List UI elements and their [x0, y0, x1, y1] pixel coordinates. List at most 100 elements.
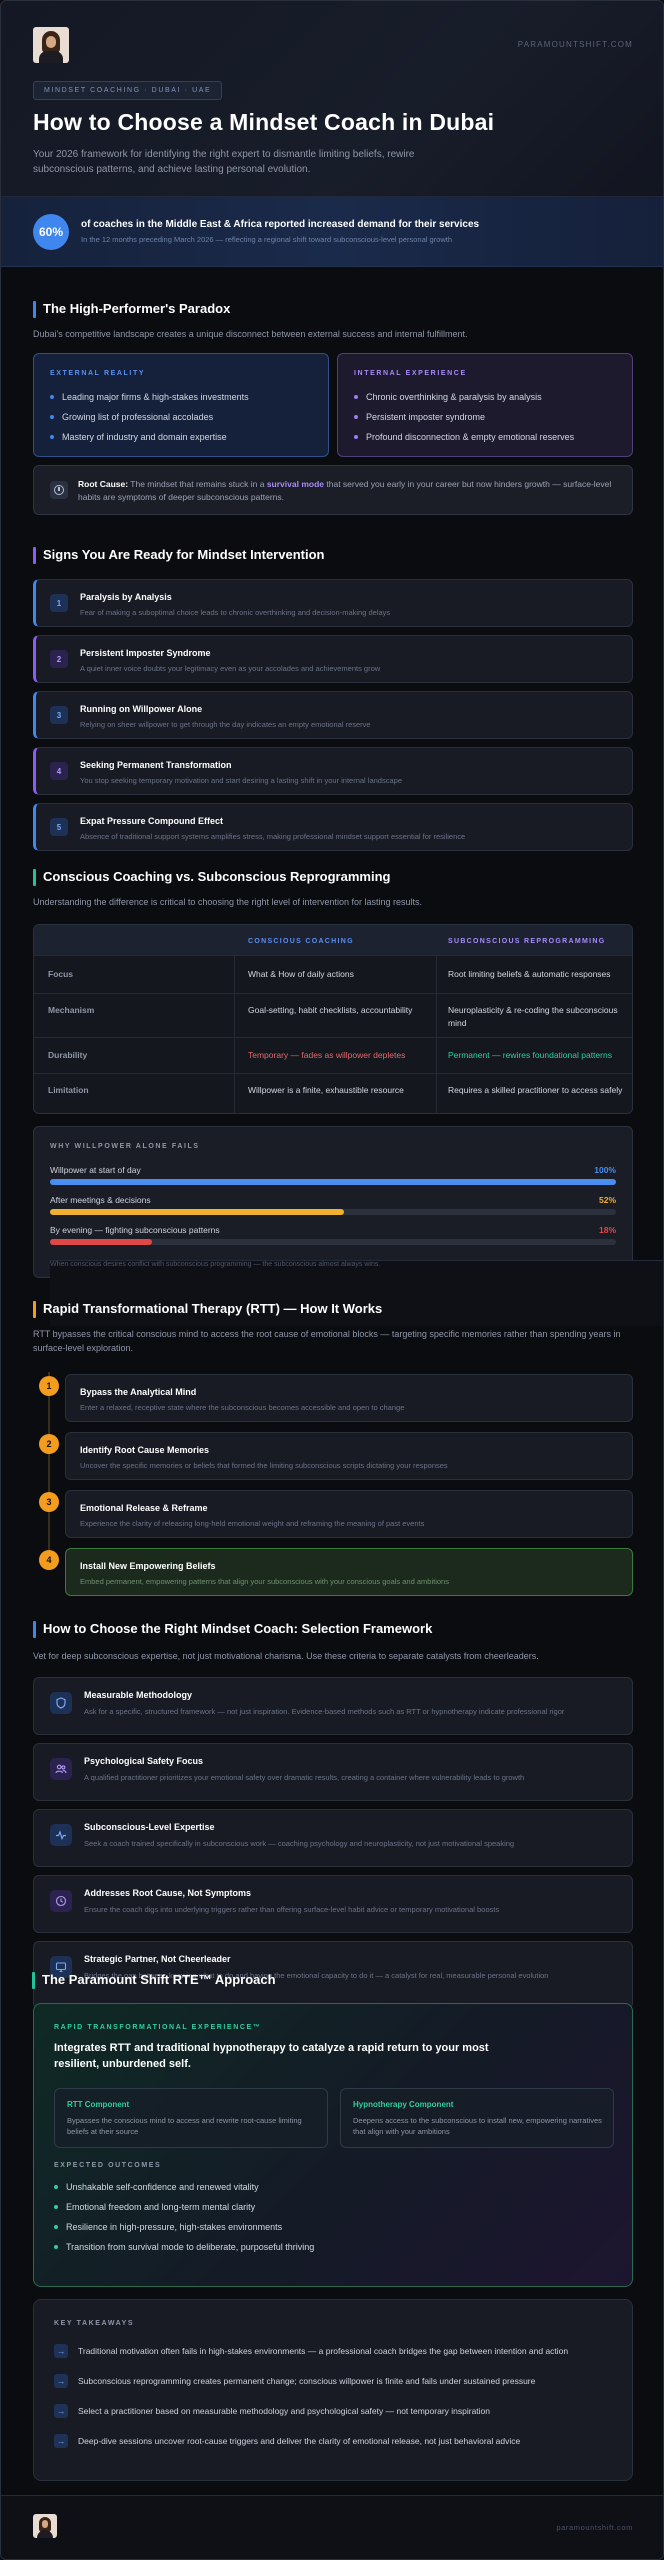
- cell-subconscious: Permanent — rewires foundational pattern…: [448, 1050, 612, 1060]
- sign-desc: Relying on sheer willpower to get throug…: [80, 720, 371, 729]
- table-row: Mechanism Goal-setting, habit checklists…: [34, 993, 632, 1037]
- step-desc: Embed permanent, empowering patterns tha…: [80, 1577, 449, 1586]
- compare-intro: Understanding the difference is critical…: [33, 897, 423, 907]
- criteria-card: Strategic Partner, Not Cheerleader Bridg…: [33, 1941, 633, 2009]
- rtt-step-card: Install New Empowering Beliefs Embed per…: [65, 1548, 633, 1596]
- sign-card: 4 Seeking Permanent Transformation You s…: [33, 747, 633, 795]
- root-cause-post: that served you early in your career but…: [78, 479, 612, 502]
- step-number: 1: [39, 1376, 59, 1396]
- sign-number: 1: [50, 594, 68, 612]
- cell-conscious: What & How of daily actions: [248, 969, 354, 979]
- willpower-footnote: When conscious desires conflict with sub…: [50, 1260, 663, 1326]
- stat-banner: 60% of coaches in the Middle East & Afri…: [1, 197, 663, 267]
- criteria-title: Strategic Partner, Not Cheerleader: [84, 1954, 231, 1964]
- criteria-title: Psychological Safety Focus: [84, 1756, 204, 1766]
- monitor-icon: [50, 1956, 72, 1978]
- shield-icon: [50, 1692, 72, 1714]
- table-row: Limitation Willpower is a finite, exhaus…: [34, 1073, 632, 1113]
- step-desc: Experience the clarity of releasing long…: [80, 1519, 425, 1528]
- willpower-bar-value: 100%: [594, 1165, 616, 1175]
- section-title-rte: The Paramount Shift RTE™ Approach: [32, 1972, 276, 1989]
- rtt-step-card: Identify Root Cause Memories Uncover the…: [65, 1432, 633, 1480]
- section-title-criteria: How to Choose the Right Mindset Coach: S…: [33, 1621, 432, 1638]
- criteria-desc: Seek a coach trained specifically in sub…: [84, 1839, 515, 1848]
- takeaway-text: Select a practitioner based on measurabl…: [78, 2406, 491, 2416]
- sign-number: 3: [50, 706, 68, 724]
- internal-item: Profound disconnection & empty emotional…: [354, 430, 574, 450]
- rtt-component-box: RTT Component Bypasses the conscious min…: [54, 2088, 328, 2148]
- external-item: Mastery of industry and domain expertise: [50, 430, 249, 450]
- coach-avatar: [33, 27, 69, 63]
- footer-site-url[interactable]: paramountshift.com: [556, 2523, 633, 2532]
- criteria-desc: Bridges the gap between knowing what to …: [84, 1971, 549, 1980]
- rtt-step-card: Bypass the Analytical Mind Enter a relax…: [65, 1374, 633, 1422]
- row-label: Durability: [48, 1050, 88, 1060]
- table-header-row: CONSCIOUS COACHING SUBCONSCIOUS REPROGRA…: [34, 925, 632, 955]
- external-label: EXTERNAL REALITY: [50, 370, 146, 377]
- criteria-desc: A qualified practitioner prioritizes you…: [84, 1773, 525, 1782]
- sign-card: 3 Running on Willpower Alone Relying on …: [33, 691, 633, 739]
- criteria-card: Addresses Root Cause, Not Symptoms Ensur…: [33, 1875, 633, 1933]
- section-title-signs: Signs You Are Ready for Mindset Interven…: [33, 547, 324, 564]
- step-desc: Enter a relaxed, receptive state where t…: [80, 1403, 405, 1412]
- footer-avatar: [33, 2514, 57, 2538]
- willpower-bar-label: Willpower at start of day: [50, 1165, 141, 1175]
- paradox-intro: Dubai's competitive landscape creates a …: [33, 329, 468, 339]
- willpower-bar-fill: [50, 1179, 616, 1185]
- willpower-bar-track: [50, 1239, 616, 1245]
- takeaway-text: Traditional motivation often fails in hi…: [78, 2346, 569, 2356]
- sign-card: 5 Expat Pressure Compound Effect Absence…: [33, 803, 633, 851]
- internal-experience-card: INTERNAL EXPERIENCE Chronic overthinking…: [337, 353, 633, 457]
- step-title: Emotional Release & Reframe: [80, 1503, 208, 1513]
- sign-title: Persistent Imposter Syndrome: [80, 648, 211, 658]
- criteria-title: Subconscious-Level Expertise: [84, 1822, 215, 1832]
- sign-card: 1 Paralysis by Analysis Fear of making a…: [33, 579, 633, 627]
- timeline-line: [48, 1372, 50, 1562]
- table-header-cell: SUBCONSCIOUS REPROGRAMMING: [448, 938, 606, 945]
- key-takeaways-card: KEY TAKEAWAYS → Traditional motivation o…: [33, 2299, 633, 2481]
- step-number: 2: [39, 1434, 59, 1454]
- criteria-title: Addresses Root Cause, Not Symptoms: [84, 1888, 252, 1898]
- criteria-desc: Ensure the coach digs into underlying tr…: [84, 1905, 500, 1914]
- row-label: Focus: [48, 969, 74, 979]
- willpower-panel: WHY WILLPOWER ALONE FAILS Willpower at s…: [33, 1126, 663, 1326]
- step-title: Install New Empowering Beliefs: [80, 1561, 216, 1571]
- arrow-right-icon: →: [54, 2434, 68, 2448]
- root-cause-highlight: survival mode: [266, 479, 324, 489]
- internal-item: Chronic overthinking & paralysis by anal…: [354, 390, 574, 410]
- root-cause-label: Root Cause:: [78, 479, 129, 489]
- willpower-bar-track: [50, 1179, 616, 1185]
- sign-number: 4: [50, 762, 68, 780]
- pulse-icon: [50, 1824, 72, 1846]
- criteria-title: Measurable Methodology: [84, 1690, 193, 1700]
- sign-title: Running on Willpower Alone: [80, 704, 203, 714]
- info-icon: [50, 481, 68, 499]
- outcome-item: Unshakable self-confidence and renewed v…: [54, 2180, 314, 2200]
- takeaway-item: → Traditional motivation often fails in …: [54, 2344, 614, 2360]
- root-cause-pre: The mindset that remains stuck in a: [130, 479, 265, 489]
- step-title: Bypass the Analytical Mind: [80, 1387, 197, 1397]
- cell-subconscious: Root limiting beliefs & automatic respon…: [448, 969, 611, 979]
- willpower-bar-fill: [50, 1209, 345, 1215]
- hypnotherapy-component-box: Hypnotherapy Component Deepens access to…: [340, 2088, 614, 2148]
- cell-subconscious: Neuroplasticity & re-coding the subconsc…: [448, 1005, 618, 1028]
- willpower-bar-value: 52%: [598, 1195, 616, 1205]
- section-title-paradox: The High-Performer's Paradox: [33, 301, 230, 318]
- site-url[interactable]: PARAMOUNTSHIFT.COM: [517, 40, 633, 49]
- willpower-bar-label: After meetings & decisions: [50, 1195, 151, 1205]
- footer: paramountshift.com: [1, 2495, 663, 2559]
- row-label: Limitation: [48, 1085, 89, 1095]
- sign-desc: Absence of traditional support systems a…: [80, 832, 466, 841]
- sign-desc: A quiet inner voice doubts your legitima…: [80, 664, 381, 673]
- sign-desc: You stop seeking temporary motivation an…: [80, 776, 402, 785]
- table-row: Focus What & How of daily actions Root l…: [34, 955, 632, 993]
- rte-kicker: RAPID TRANSFORMATIONAL EXPERIENCE™: [54, 2024, 262, 2031]
- hero-header: PARAMOUNTSHIFT.COM MINDSET COACHING · DU…: [1, 1, 663, 197]
- step-title: Identify Root Cause Memories: [80, 1445, 210, 1455]
- root-cause-callout: Root Cause: The mindset that remains stu…: [33, 465, 633, 515]
- takeaway-text: Deep-dive sessions uncover root-cause tr…: [78, 2436, 521, 2446]
- page-title: How to Choose a Mindset Coach in Dubai: [33, 109, 495, 135]
- criteria-card: Psychological Safety Focus A qualified p…: [33, 1743, 633, 1801]
- takeaways-label: KEY TAKEAWAYS: [54, 2320, 135, 2327]
